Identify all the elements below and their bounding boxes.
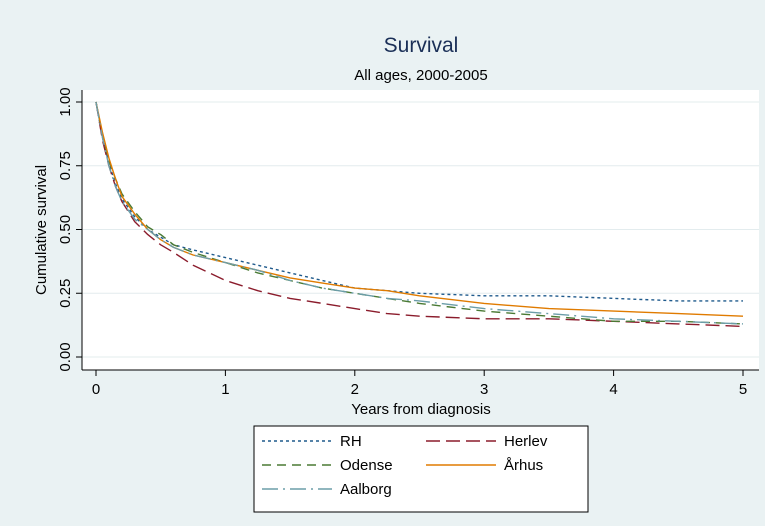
x-axis-label: Years from diagnosis [351, 401, 491, 418]
chart-title: Survival [384, 34, 459, 57]
y-tick-label: 1.00 [57, 87, 74, 116]
x-tick-label: 3 [480, 381, 488, 398]
y-axis-label: Cumulative survival [33, 165, 50, 295]
x-tick-label: 5 [739, 381, 747, 398]
x-axis-ticks: 0 1 2 3 4 5 [92, 370, 747, 398]
grid-lines [82, 101, 759, 358]
series-line-Herlev [95, 101, 744, 328]
legend-label-Århus: Århus [504, 457, 543, 474]
x-tick-label: 2 [351, 381, 359, 398]
y-tick-label: 0.50 [57, 215, 74, 244]
x-tick-label: 0 [92, 381, 100, 398]
x-tick-label: 4 [609, 381, 617, 398]
legend-box [253, 425, 589, 513]
series-lines [95, 101, 744, 328]
x-tick-label: 1 [221, 381, 229, 398]
y-tick-label: 0.25 [57, 279, 74, 308]
legend: RH Herlev Odense Århus Aalborg [253, 425, 589, 513]
y-tick-label: 0.00 [57, 342, 74, 371]
legend-label-Aalborg: Aalborg [340, 481, 392, 498]
chart-subtitle: All ages, 2000-2005 [354, 67, 487, 84]
legend-label-Odense: Odense [340, 457, 393, 474]
legend-label-RH: RH [340, 433, 362, 450]
legend-label-Herlev: Herlev [504, 433, 548, 450]
series-line-Århus [95, 101, 744, 317]
series-line-Aalborg [95, 101, 744, 325]
series-line-RH [95, 101, 743, 302]
y-tick-label: 0.75 [57, 151, 74, 180]
y-axis-ticks: 0.00 0.25 0.50 0.75 1.00 [57, 87, 82, 372]
series-line-Odense [95, 101, 744, 325]
